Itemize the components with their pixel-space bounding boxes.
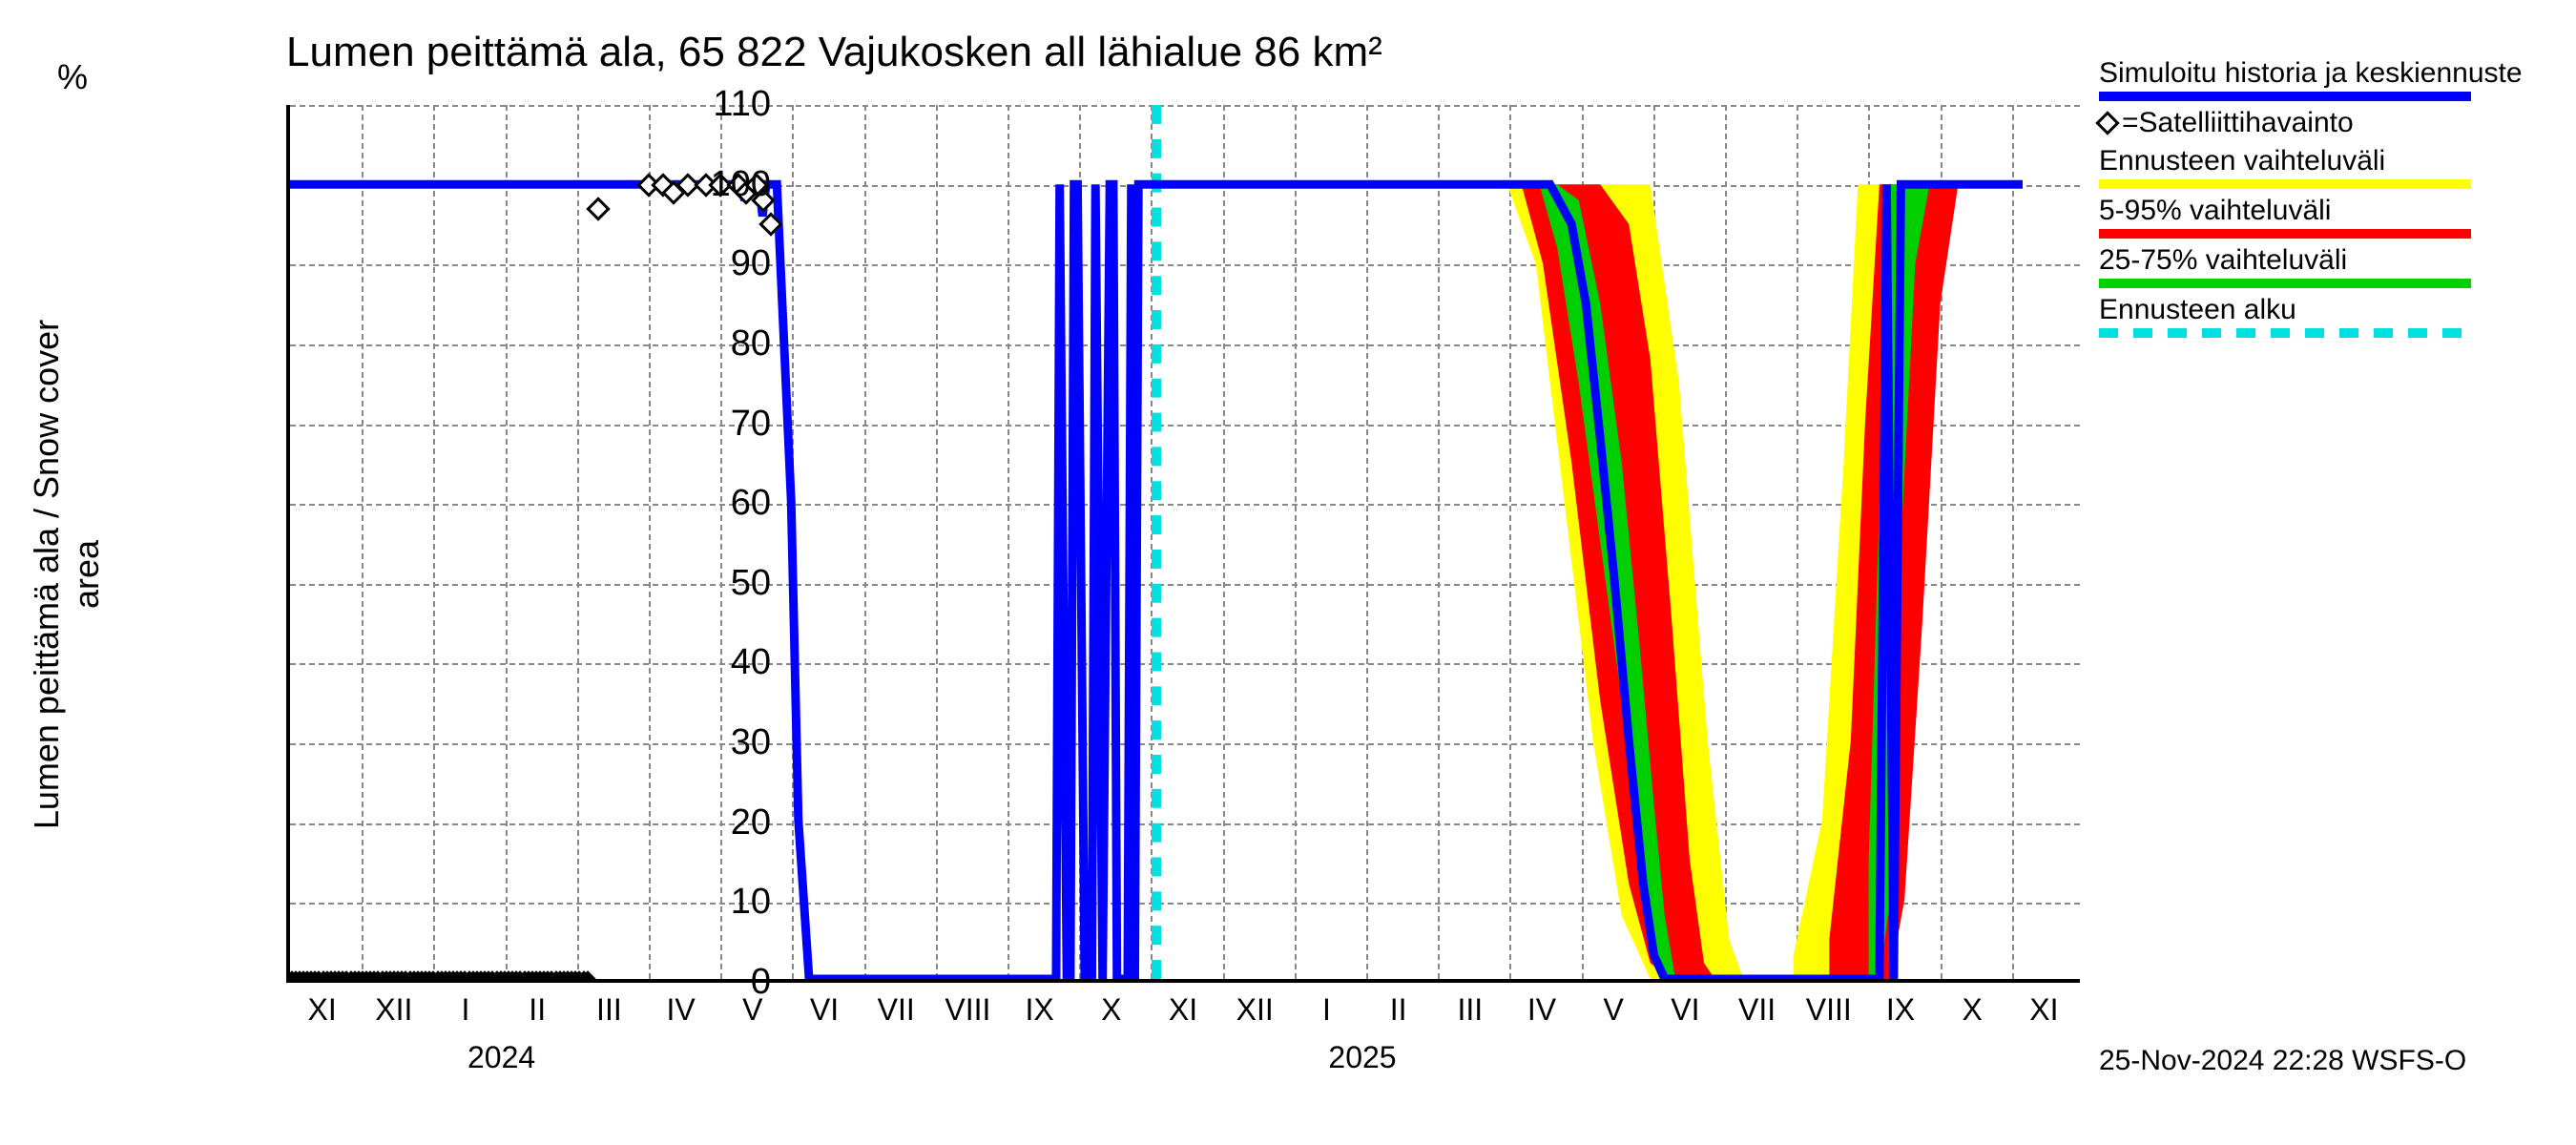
- x-tick: XI: [2029, 992, 2058, 1028]
- x-tick: V: [1604, 992, 1624, 1028]
- y-tick: 60: [637, 483, 771, 524]
- x-tick: VI: [810, 992, 839, 1028]
- timestamp: 25-Nov-2024 22:28 WSFS-O: [2099, 1045, 2466, 1077]
- y-tick: 10: [637, 882, 771, 923]
- legend-item: Simuloitu historia ja keskiennuste: [2099, 57, 2557, 101]
- x-tick: VII: [878, 992, 915, 1028]
- legend-item: 25-75% vaihteluväli: [2099, 244, 2557, 288]
- x-tick: VIII: [1806, 992, 1852, 1028]
- legend-swatch: [2099, 229, 2471, 239]
- x-tick: IX: [1025, 992, 1053, 1028]
- y-tick: 40: [637, 642, 771, 683]
- x-tick: IV: [1527, 992, 1556, 1028]
- legend-label: Ennusteen alku: [2099, 294, 2557, 326]
- x-year-label: 2024: [467, 1040, 535, 1075]
- x-tick: III: [1457, 992, 1483, 1028]
- legend-item: Ennusteen alku: [2099, 294, 2557, 338]
- diamond-icon: [2095, 111, 2119, 135]
- x-tick: VI: [1671, 992, 1699, 1028]
- y-axis-label: Lumen peittämä ala / Snow cover area: [27, 288, 107, 861]
- legend-item: =Satelliittihavainto: [2099, 107, 2557, 139]
- x-tick: I: [462, 992, 470, 1028]
- legend-item: 5-95% vaihteluväli: [2099, 195, 2557, 239]
- x-tick: XI: [307, 992, 336, 1028]
- x-tick: XII: [375, 992, 412, 1028]
- legend-swatch: [2099, 328, 2471, 338]
- y-tick: 30: [637, 722, 771, 763]
- plot-area: [286, 105, 2080, 983]
- legend-label: Simuloitu historia ja keskiennuste: [2099, 57, 2557, 90]
- legend-label: 5-95% vaihteluväli: [2099, 195, 2557, 227]
- x-tick: XII: [1236, 992, 1274, 1028]
- y-tick: 100: [637, 164, 771, 205]
- x-tick: V: [742, 992, 762, 1028]
- legend-swatch: [2099, 279, 2471, 288]
- legend-label: Ennusteen vaihteluväli: [2099, 145, 2557, 177]
- y-tick: 70: [637, 404, 771, 445]
- x-tick: VIII: [945, 992, 990, 1028]
- chart-title: Lumen peittämä ala, 65 822 Vajukosken al…: [286, 29, 1382, 76]
- x-tick: I: [1322, 992, 1331, 1028]
- x-tick: IV: [666, 992, 695, 1028]
- y-tick: 20: [637, 802, 771, 843]
- snow-cover-chart: % Lumen peittämä ala / Snow cover area L…: [0, 0, 2576, 1145]
- legend-label: =Satelliittihavainto: [2122, 107, 2354, 139]
- plot-inner: [290, 105, 2080, 979]
- legend-swatch: [2099, 92, 2471, 101]
- x-tick: IX: [1886, 992, 1915, 1028]
- y-unit: %: [57, 57, 88, 97]
- y-tick: 50: [637, 563, 771, 604]
- x-tick: X: [1963, 992, 1983, 1028]
- x-year-label: 2025: [1328, 1040, 1396, 1075]
- legend-swatch: [2099, 179, 2471, 189]
- x-tick: II: [1390, 992, 1407, 1028]
- y-tick: 80: [637, 323, 771, 364]
- legend: Simuloitu historia ja keskiennuste =Satel…: [2099, 57, 2557, 344]
- x-tick: X: [1101, 992, 1121, 1028]
- y-tick: 110: [637, 84, 771, 125]
- y-tick: 90: [637, 243, 771, 284]
- x-tick: II: [529, 992, 546, 1028]
- x-tick: III: [596, 992, 622, 1028]
- x-tick: XI: [1169, 992, 1197, 1028]
- legend-item: Ennusteen vaihteluväli: [2099, 145, 2557, 189]
- x-tick: VII: [1738, 992, 1776, 1028]
- legend-label: 25-75% vaihteluväli: [2099, 244, 2557, 277]
